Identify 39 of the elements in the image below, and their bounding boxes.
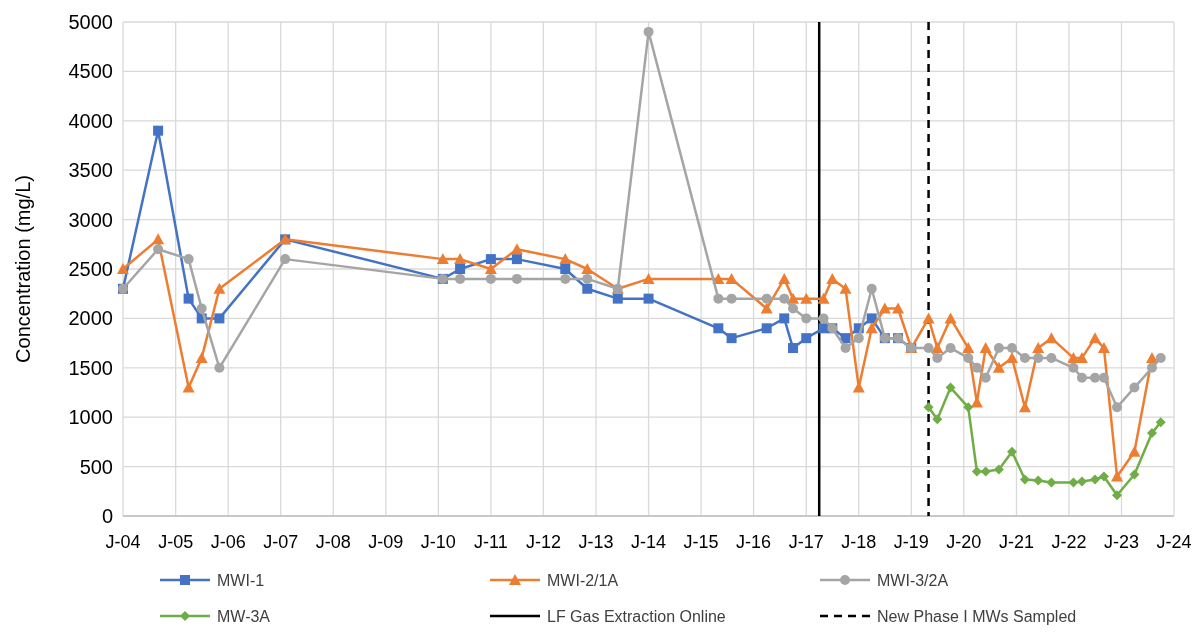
legend-label: MWI-2/1A — [547, 571, 619, 589]
x-tick-label: J-18 — [841, 532, 877, 552]
x-tick-label: J-11 — [474, 532, 508, 552]
x-tick-label: J-22 — [1051, 532, 1087, 552]
x-tick-label: J-06 — [210, 532, 246, 552]
x-tick-label: J-07 — [263, 532, 299, 552]
y-tick-label: 2500 — [68, 258, 113, 280]
y-tick-label: 500 — [79, 455, 113, 478]
x-tick-label: J-19 — [893, 532, 929, 552]
y-axis-title: Concentration (mg/L) — [12, 175, 34, 363]
x-tick-label: J-17 — [788, 532, 824, 552]
x-tick-label: J-04 — [105, 532, 141, 552]
x-tick-label: J-24 — [1156, 532, 1192, 552]
legend-label: MW-3A — [217, 607, 271, 625]
y-tick-label: 5000 — [68, 11, 113, 33]
x-tick-label: J-08 — [315, 532, 351, 552]
x-tick-label: J-14 — [631, 532, 667, 552]
x-tick-label: J-15 — [683, 532, 719, 552]
y-tick-label: 1000 — [68, 406, 113, 429]
y-tick-label: 3500 — [68, 159, 113, 182]
x-tick-label: J-10 — [420, 532, 456, 552]
x-tick-label: J-20 — [946, 532, 982, 552]
y-tick-label: 4500 — [68, 60, 113, 83]
legend-label: MWI-3/2A — [877, 571, 949, 589]
x-tick-label: J-09 — [368, 532, 404, 552]
y-tick-label: 2000 — [68, 307, 113, 330]
y-tick-label: 0 — [101, 505, 113, 527]
x-tick-label: J-13 — [578, 532, 614, 552]
x-tick-label: J-23 — [1103, 532, 1139, 552]
y-tick-label: 3000 — [68, 208, 113, 231]
y-tick-label: 1500 — [68, 356, 113, 379]
y-tick-label: 4000 — [68, 109, 113, 132]
x-tick-label: J-05 — [158, 532, 194, 552]
x-tick-label: J-12 — [525, 532, 561, 552]
x-tick-label: J-21 — [998, 532, 1034, 552]
x-tick-label: J-16 — [736, 532, 772, 552]
legend-label: MWI-1 — [217, 571, 265, 589]
legend-label: New Phase I MWs Sampled — [877, 607, 1077, 625]
legend-label: LF Gas Extraction Online — [547, 607, 726, 625]
